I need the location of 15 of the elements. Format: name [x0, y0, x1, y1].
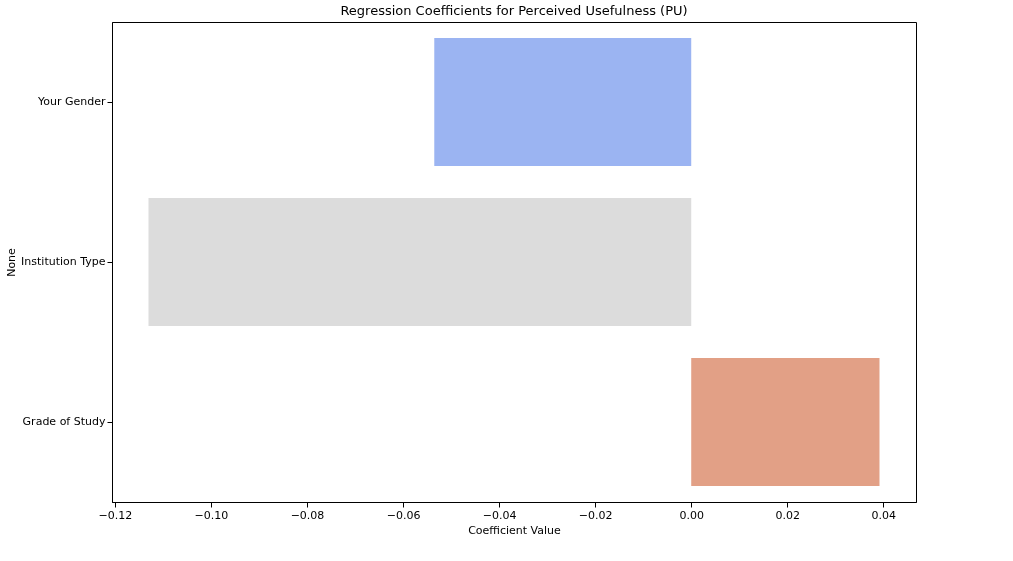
y-tick-label: Grade of Study — [22, 415, 106, 428]
x-axis-title: Coefficient Value — [468, 523, 562, 537]
x-tick-label: −0.12 — [98, 508, 133, 522]
x-tick-label: 0.02 — [775, 508, 801, 522]
x-tick-label: 0.04 — [871, 508, 897, 522]
x-tick-label: −0.04 — [482, 508, 517, 522]
x-tick-label: 0.00 — [679, 508, 704, 522]
x-tick-label: −0.02 — [578, 508, 613, 522]
x-tick-label: −0.06 — [386, 508, 421, 522]
x-tick-label: −0.10 — [194, 508, 229, 522]
y-axis-title: None — [5, 247, 19, 277]
y-tick-label: Your Gender — [36, 95, 106, 108]
chart-title: Regression Coefficients for Perceived Usefulness (PU) — [340, 3, 688, 18]
x-tick-label: −0.08 — [290, 508, 325, 522]
y-tick-label: Institution Type — [21, 255, 106, 268]
